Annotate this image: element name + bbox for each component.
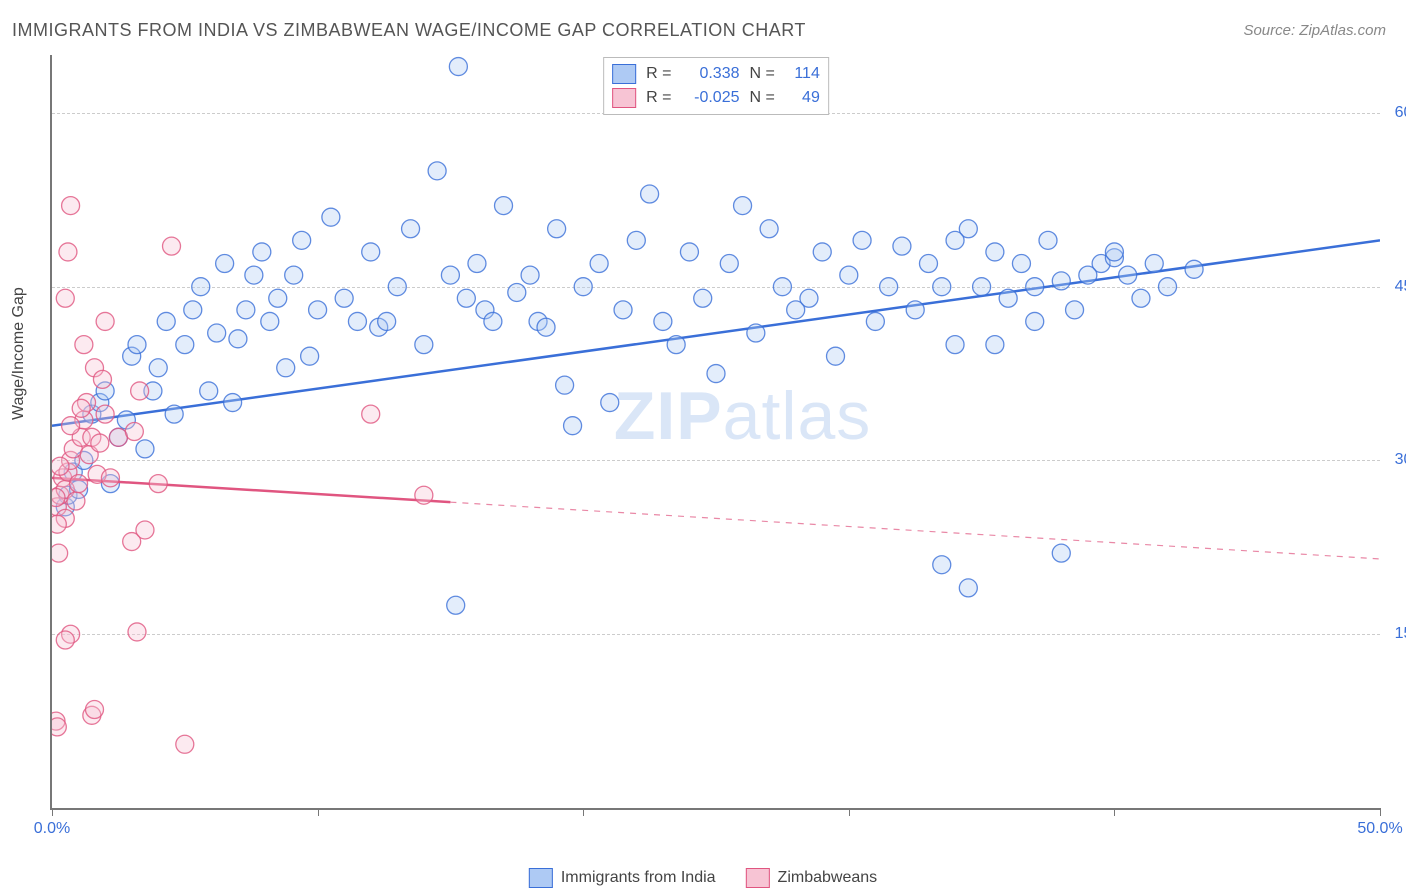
r-label: R =	[646, 89, 671, 107]
legend-swatch-1	[612, 88, 636, 108]
legend-item-0: Immigrants from India	[529, 868, 716, 888]
legend-correlation: R = 0.338 N = 114 R = -0.025 N = 49	[603, 57, 829, 115]
r-label: R =	[646, 65, 671, 83]
xtick	[849, 808, 850, 816]
n-label: N =	[750, 89, 775, 107]
xtick	[1380, 808, 1381, 816]
ytick-label: 30.0%	[1385, 451, 1406, 469]
legend-series: Immigrants from India Zimbabweans	[529, 868, 877, 888]
xtick	[583, 808, 584, 816]
xtick-label: 0.0%	[34, 820, 70, 838]
legend-bottom-swatch-1	[746, 868, 770, 888]
legend-bottom-label-0: Immigrants from India	[561, 869, 716, 887]
y-axis-label: Wage/Income Gap	[10, 287, 28, 420]
legend-swatch-0	[612, 64, 636, 84]
ytick-label: 15.0%	[1385, 625, 1406, 643]
n-label: N =	[750, 65, 775, 83]
legend-row-0: R = 0.338 N = 114	[612, 62, 820, 86]
xtick	[1114, 808, 1115, 816]
xtick-label: 50.0%	[1357, 820, 1402, 838]
ytick-label: 60.0%	[1385, 104, 1406, 122]
legend-item-1: Zimbabweans	[746, 868, 878, 888]
n-value-0: 114	[785, 65, 820, 83]
n-value-1: 49	[785, 89, 820, 107]
xtick	[52, 808, 53, 816]
source-label: Source: ZipAtlas.com	[1243, 22, 1386, 39]
legend-row-1: R = -0.025 N = 49	[612, 86, 820, 110]
r-value-0: 0.338	[682, 65, 740, 83]
plot-area: ZIPatlas R = 0.338 N = 114 R = -0.025 N …	[50, 55, 1380, 810]
plot-svg	[52, 55, 1380, 808]
xtick	[318, 808, 319, 816]
r-value-1: -0.025	[682, 89, 740, 107]
ytick-label: 45.0%	[1385, 278, 1406, 296]
chart-title: IMMIGRANTS FROM INDIA VS ZIMBABWEAN WAGE…	[12, 20, 806, 41]
legend-bottom-label-1: Zimbabweans	[778, 869, 878, 887]
legend-bottom-swatch-0	[529, 868, 553, 888]
